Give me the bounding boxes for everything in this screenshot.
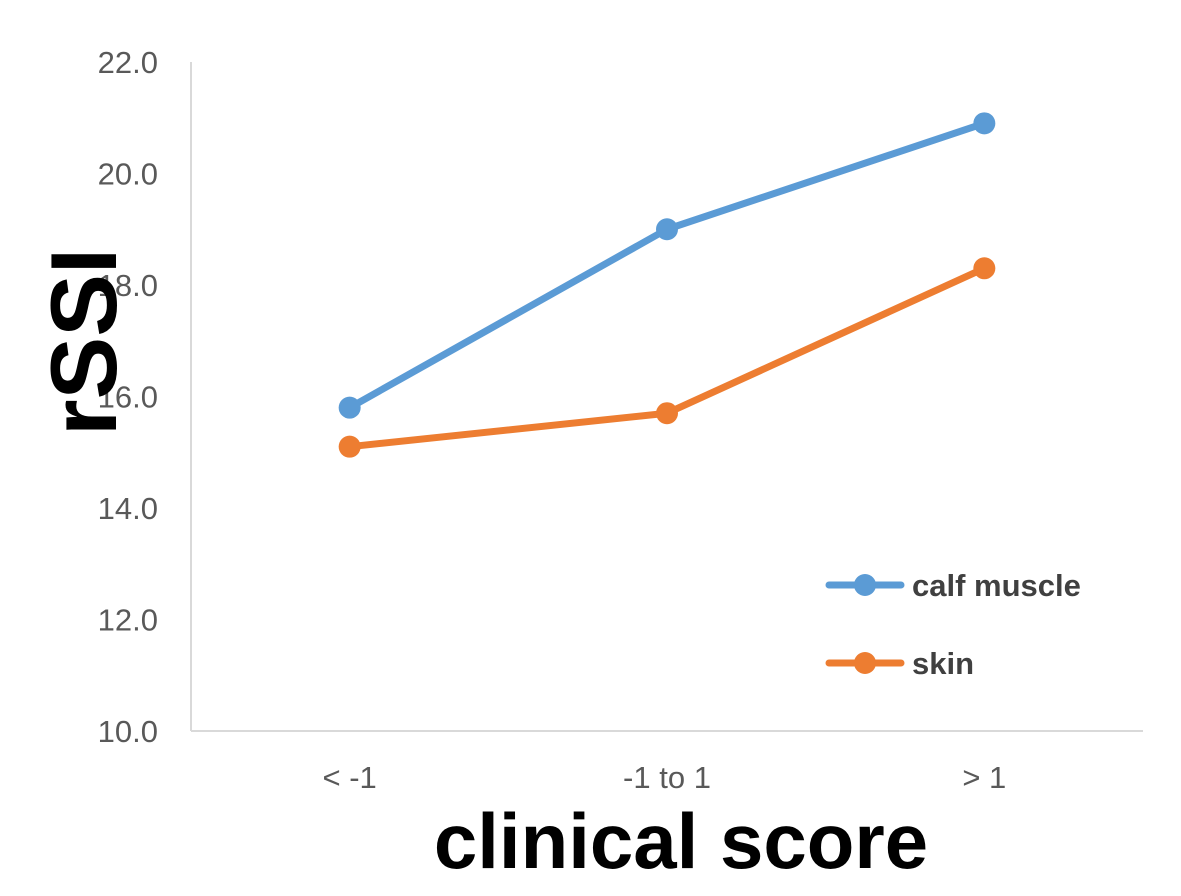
y-tick-labels: 10.0 12.0 14.0 16.0 18.0 20.0 22.0 — [98, 45, 158, 749]
y-tick-label: 20.0 — [98, 157, 158, 192]
x-axis-title: clinical score — [434, 797, 928, 885]
y-tick-label: 10.0 — [98, 714, 158, 749]
series-line — [346, 119, 988, 412]
data-point — [973, 257, 996, 280]
legend: calf muscle skin — [825, 568, 1081, 681]
x-tick-label: > 1 — [962, 760, 1006, 795]
series — [338, 112, 996, 458]
y-axis-title: rSSI — [31, 248, 136, 436]
x-tick-label: < -1 — [323, 760, 377, 795]
legend-marker — [854, 574, 876, 596]
legend-item: calf muscle — [825, 568, 1081, 603]
data-point — [338, 435, 361, 458]
series-calf-muscle — [338, 112, 996, 419]
data-point — [656, 402, 678, 425]
series-skin — [338, 257, 996, 458]
axes — [190, 62, 1143, 732]
legend-marker — [854, 652, 876, 674]
y-tick-label: 16.0 — [98, 380, 158, 415]
x-tick-labels: < -1 -1 to 1 > 1 — [323, 760, 1007, 795]
legend-label: calf muscle — [912, 568, 1081, 603]
y-tick-label: 22.0 — [98, 45, 158, 80]
y-tick-label: 14.0 — [98, 491, 158, 526]
y-tick-label: 18.0 — [98, 268, 158, 303]
x-tick-label: -1 to 1 — [623, 760, 711, 795]
data-point — [656, 218, 678, 241]
y-tick-label: 12.0 — [98, 603, 158, 638]
data-point — [338, 396, 361, 419]
legend-label: skin — [912, 646, 974, 681]
legend-item: skin — [825, 646, 974, 681]
data-point — [973, 112, 996, 135]
